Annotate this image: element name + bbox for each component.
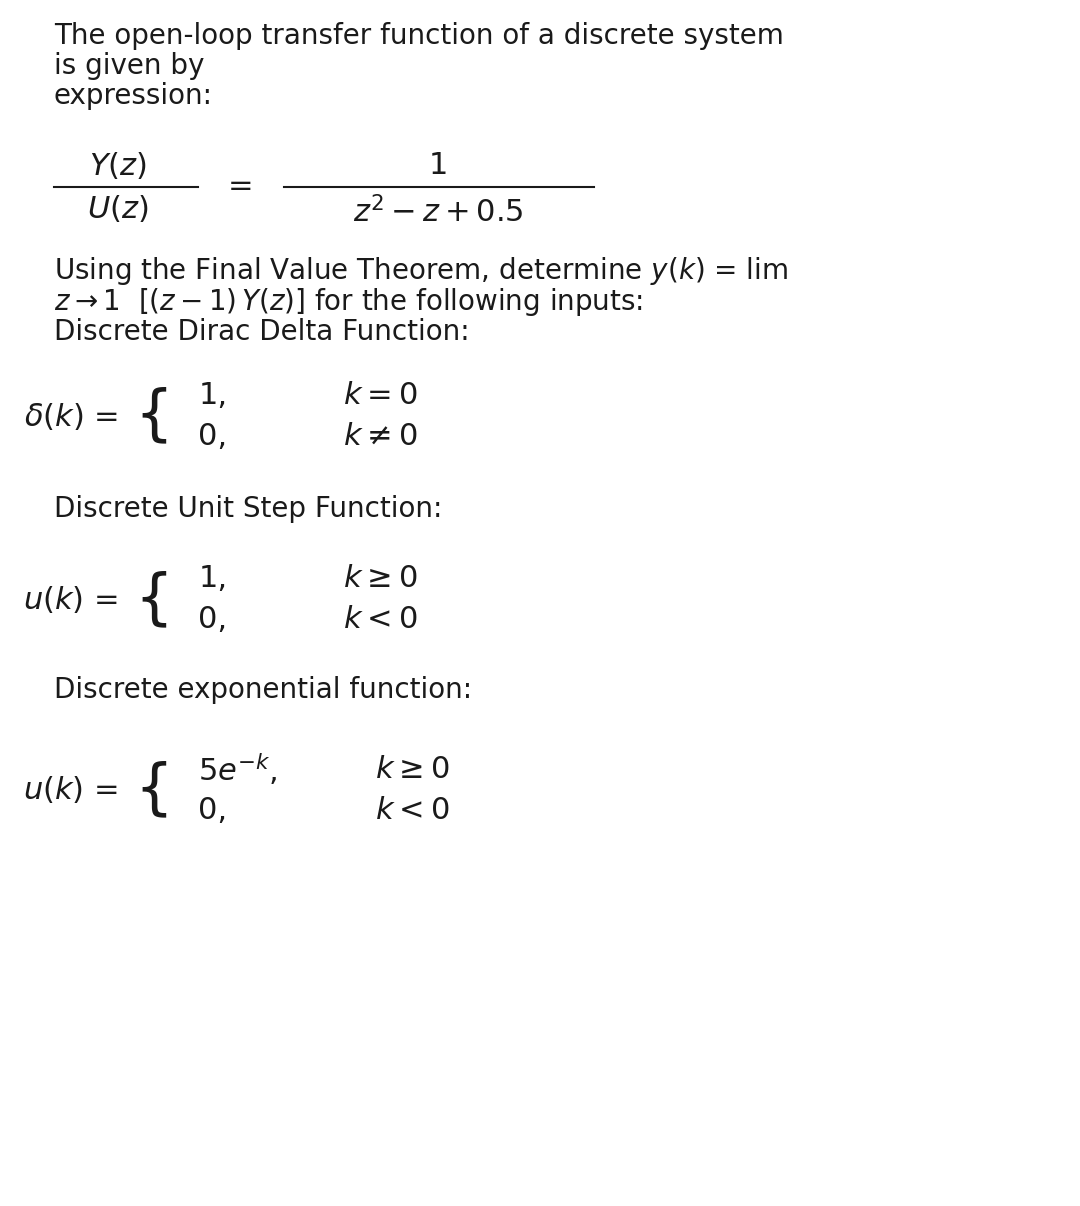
Text: $5e^{-k},$: $5e^{-k},$ — [199, 751, 278, 788]
Text: $\delta(k)$ =: $\delta(k)$ = — [24, 400, 118, 432]
Text: $k \neq 0$: $k \neq 0$ — [342, 422, 417, 451]
Text: {: { — [134, 761, 173, 819]
Text: $k < 0$: $k < 0$ — [375, 796, 449, 825]
Text: 0,: 0, — [199, 796, 227, 825]
Text: {: { — [134, 387, 173, 445]
Text: $k \geq 0$: $k \geq 0$ — [375, 755, 449, 784]
Text: $k \geq 0$: $k \geq 0$ — [342, 564, 417, 593]
Text: The open-loop transfer function of a discrete system: The open-loop transfer function of a dis… — [54, 22, 784, 51]
Text: $z\rightarrow 1$  $[(z - 1) \, Y(z)]$ for the following inputs:: $z\rightarrow 1$ $[(z - 1) \, Y(z)]$ for… — [54, 286, 643, 317]
Text: $u(k)$ =: $u(k)$ = — [23, 584, 118, 615]
Text: is given by: is given by — [54, 52, 204, 81]
Text: Discrete exponential function:: Discrete exponential function: — [54, 675, 472, 704]
Text: 1,: 1, — [199, 564, 227, 593]
Text: {: { — [134, 570, 173, 628]
Text: $z^2 - z + 0.5$: $z^2 - z + 0.5$ — [353, 197, 524, 228]
Text: expression:: expression: — [54, 82, 213, 111]
Text: 0,: 0, — [199, 605, 227, 634]
Text: $k < 0$: $k < 0$ — [342, 605, 417, 634]
Text: $u(k)$ =: $u(k)$ = — [23, 774, 118, 806]
Text: 1: 1 — [429, 151, 448, 180]
Text: =: = — [228, 172, 254, 201]
Text: Using the Final Value Theorem, determine $y(k)$ = lim: Using the Final Value Theorem, determine… — [54, 256, 788, 287]
Text: $Y(z)$: $Y(z)$ — [90, 150, 147, 181]
Text: Discrete Unit Step Function:: Discrete Unit Step Function: — [54, 494, 443, 523]
Text: $U(z)$: $U(z)$ — [87, 193, 149, 224]
Text: 1,: 1, — [199, 381, 227, 410]
Text: Discrete Dirac Delta Function:: Discrete Dirac Delta Function: — [54, 317, 470, 346]
Text: 0,: 0, — [199, 422, 227, 451]
Text: $k = 0$: $k = 0$ — [342, 381, 417, 410]
